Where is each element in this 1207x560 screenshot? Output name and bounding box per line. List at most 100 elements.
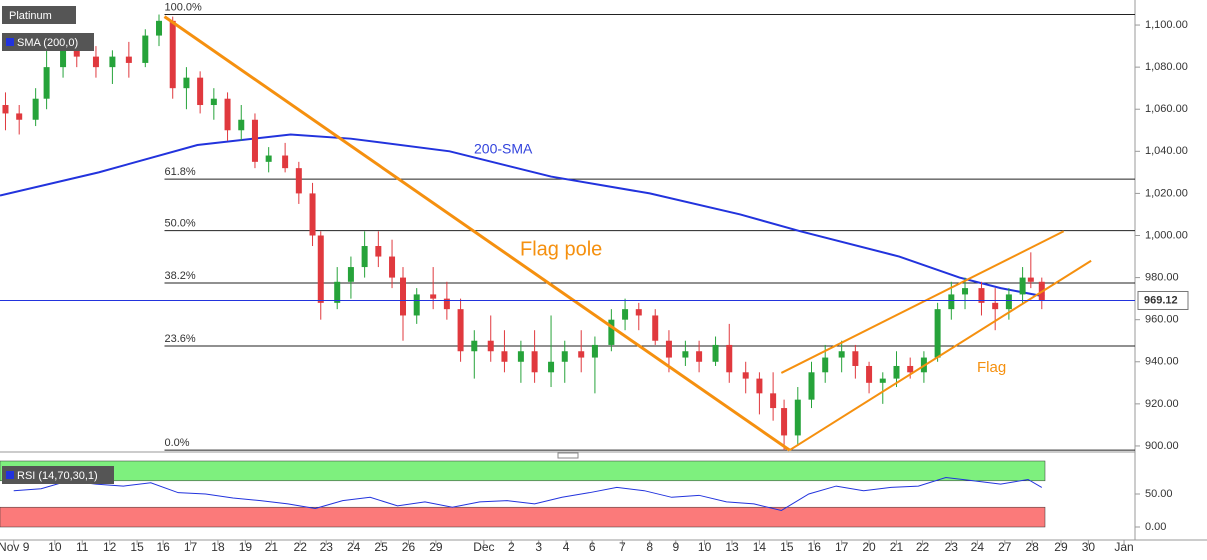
candle-body (1019, 277, 1026, 295)
x-tick-label: 28 (1026, 540, 1040, 554)
y-tick-label: 50.00 (1145, 488, 1173, 500)
candle-body (712, 344, 719, 362)
candle-body (838, 351, 845, 358)
fib-label: 50.0% (164, 218, 195, 230)
y-tick-label: 920.00 (1145, 398, 1179, 410)
candle-body (501, 351, 508, 362)
candle-body (608, 319, 615, 345)
x-tick-label: 8 (646, 540, 653, 554)
candle-body (794, 399, 801, 436)
y-tick-label: 1,040.00 (1145, 145, 1188, 157)
y-tick-label: 1,000.00 (1145, 229, 1188, 241)
x-tick-label: 13 (725, 540, 739, 554)
x-tick-label: 24 (347, 540, 361, 554)
y-tick-label: 900.00 (1145, 440, 1179, 452)
x-tick-label: 29 (429, 540, 443, 554)
legend-box (2, 33, 94, 51)
candle-body (471, 340, 478, 352)
candle-body (635, 309, 642, 316)
x-tick-label: 27 (998, 540, 1012, 554)
candle-body (109, 56, 116, 68)
x-tick-label: 23 (945, 540, 959, 554)
candle-body (962, 288, 969, 295)
candle-body (443, 298, 450, 310)
fib-label: 61.8% (164, 166, 195, 178)
x-tick-label: Jan (1114, 540, 1133, 554)
y-tick-label: 1,020.00 (1145, 187, 1188, 199)
x-tick-label: 12 (103, 540, 117, 554)
candle-body (334, 281, 341, 303)
main-panel: 900.00920.00940.00960.00980.001,000.001,… (0, 1, 1189, 554)
legend-sma: SMA (200,0) (17, 37, 78, 49)
candle-body (389, 256, 396, 278)
candle-body (265, 155, 272, 162)
candle-body (125, 56, 132, 63)
candle-body (548, 361, 555, 373)
fib-label: 38.2% (164, 270, 195, 282)
candle-body (210, 98, 217, 106)
x-tick-label: 24 (971, 540, 985, 554)
x-tick-label: Dec (473, 540, 494, 554)
candle-body (665, 340, 672, 358)
x-tick-label: 2 (508, 540, 515, 554)
candle-body (808, 372, 815, 400)
fib-label: 100.0% (164, 1, 202, 13)
candle-body (561, 351, 568, 362)
x-tick-label: 9 (672, 540, 679, 554)
x-tick-label: 10 (698, 540, 712, 554)
last-price-label: 969.12 (1144, 294, 1178, 306)
resize-handle[interactable] (557, 452, 579, 459)
candle-body (43, 67, 50, 99)
trend-line (780, 230, 1065, 374)
candle-body (487, 340, 494, 352)
candle-body (822, 357, 829, 373)
candle-body (251, 119, 258, 162)
y-tick-label: 1,080.00 (1145, 61, 1188, 73)
x-tick-label: 4 (563, 540, 570, 554)
candle-body (770, 393, 777, 409)
y-tick-label: 940.00 (1145, 356, 1179, 368)
candle-body (197, 77, 204, 106)
rsi-zone (0, 506, 1046, 528)
candle-body (317, 235, 324, 303)
candle-body (781, 408, 788, 436)
candle-body (282, 155, 289, 169)
x-tick-label: 20 (862, 540, 876, 554)
x-tick-label: 22 (294, 540, 308, 554)
x-tick-label: 15 (780, 540, 794, 554)
candle-body (375, 246, 382, 257)
legend-title: Platinum (9, 10, 52, 22)
candle-body (517, 351, 524, 362)
y-tick-label: 1,100.00 (1145, 19, 1188, 31)
x-tick-label: 16 (808, 540, 822, 554)
y-tick-label: 980.00 (1145, 271, 1179, 283)
x-tick-label: Nov 9 (0, 540, 30, 554)
x-tick-label: 16 (156, 540, 170, 554)
candle-body (907, 365, 914, 373)
candle-body (413, 294, 420, 316)
fib-label: 23.6% (164, 333, 195, 345)
candle-body (60, 50, 67, 68)
x-tick-label: 29 (1054, 540, 1068, 554)
legend-box (2, 466, 114, 484)
y-tick-label: 1,060.00 (1145, 103, 1188, 115)
candle-body (1005, 294, 1012, 310)
candle-body (866, 365, 873, 383)
legend-rsi: RSI (14,70,30,1) (17, 470, 98, 482)
candle-body (32, 98, 39, 120)
last-price-box (1137, 290, 1189, 310)
candle-body (696, 351, 703, 362)
legend-box (2, 6, 76, 24)
candle-body (1027, 277, 1034, 282)
candle-body (879, 378, 886, 383)
candle-body (457, 309, 464, 352)
rsi-zone (0, 460, 1046, 482)
x-tick-label: 7 (619, 540, 626, 554)
x-tick-label: 17 (184, 540, 198, 554)
fib-label: 0.0% (164, 437, 189, 449)
candle-body (622, 309, 629, 320)
x-tick-label: 19 (239, 540, 253, 554)
x-tick-label: 21 (265, 540, 279, 554)
x-tick-label: 15 (130, 540, 144, 554)
